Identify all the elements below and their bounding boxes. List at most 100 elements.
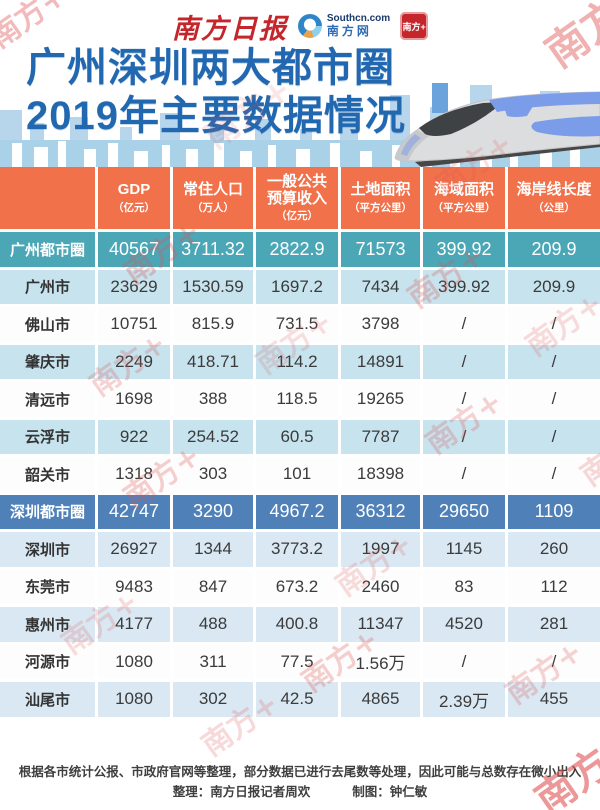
data-cell: / [551, 389, 557, 409]
table-row: 韶关市 1318 303 101 18398// [0, 454, 600, 492]
data-cell: 673.2 [256, 569, 341, 604]
data-cell: 4967.2 [256, 494, 341, 529]
row-name: 东莞市 [0, 569, 98, 604]
data-cell: 455 [539, 689, 569, 709]
header-label: 常住人口 [182, 181, 243, 199]
table-header-row: GDP （亿元） 常住人口 （万人） 一般公共预算收入 （亿元） 土地面积 （平… [0, 167, 600, 229]
header-unit: （平方公里） [349, 201, 412, 214]
data-cell: / [551, 651, 557, 671]
header-label: 海岸线长度 [516, 181, 592, 199]
table-row: 深圳市 26927 1344 3773.2 1997 1145 260 [0, 529, 600, 567]
data-cell: 3798 [341, 307, 423, 342]
data-cell: / [423, 382, 508, 417]
data-cell: 1344 [173, 532, 256, 567]
nanfang-plus-badge: 南方+ [400, 12, 429, 40]
credit-designer: 制图：钟仁敏 [352, 784, 428, 799]
data-cell: 3290 [173, 494, 256, 529]
data-cell: 9483 [98, 569, 173, 604]
header-cell-empty [0, 167, 98, 229]
data-cell: 731.5 [256, 307, 341, 342]
data-cell: 118.5 [256, 382, 341, 417]
row-name: 肇庆市 [0, 344, 98, 379]
header-cell-population: 常住人口 （万人） [173, 167, 256, 229]
globe-icon [297, 14, 322, 38]
header-label: 一般公共预算收入 [266, 172, 327, 207]
data-cell: 4520 [423, 607, 508, 642]
southcn-url: Southcn.com [326, 13, 391, 25]
data-cell: 14891 [341, 344, 423, 379]
data-cell: 36312 [341, 494, 423, 529]
data-cell: 209.9 [531, 238, 577, 259]
data-cell: 1145 [423, 532, 508, 567]
southcn-logo: Southcn.com 南方网 [297, 13, 391, 38]
header-unit: （平方公里） [432, 201, 496, 214]
data-cell: 101 [256, 457, 341, 492]
data-cell: 1698 [98, 382, 173, 417]
data-cell: 83 [423, 569, 508, 604]
data-cell: 112 [540, 576, 568, 596]
masthead: 南方日报 Southcn.com 南方网 南方+ [0, 6, 600, 46]
header-cell-land-area: 土地面积 （平方公里） [341, 167, 423, 229]
data-cell: 254.52 [173, 419, 256, 454]
data-cell: 1530.59 [173, 269, 256, 304]
header-unit: （亿元） [113, 201, 155, 214]
data-cell: 71573 [341, 232, 423, 267]
header-cell-gdp: GDP （亿元） [98, 167, 173, 229]
data-cell: 42.5 [256, 682, 341, 717]
data-cell: 399.92 [423, 232, 508, 267]
title-line-1: 广州深圳两大都市圈 [26, 46, 395, 90]
data-cell: 7787 [341, 419, 423, 454]
header-label: 海域面积 [433, 181, 494, 199]
data-cell: 418.71 [173, 344, 256, 379]
header-cell-coastline: 海岸线长度 （公里） [508, 167, 600, 229]
data-cell: 281 [539, 614, 569, 634]
table-row: 惠州市 4177 488 400.8 11347 4520 281 [0, 604, 600, 642]
train-illustration [394, 91, 600, 167]
data-cell: / [423, 344, 508, 379]
data-cell: 1697.2 [256, 269, 341, 304]
table-row: 汕尾市 1080 302 42.5 4865 2.39万 455 [0, 679, 600, 717]
source-note: 根据各市统计公报、市政府官网等整理，部分数据已进行去尾数等处理，因此可能与总数存… [18, 765, 582, 779]
data-cell: 18398 [341, 457, 423, 492]
row-name: 广州市 [0, 269, 98, 304]
header-unit: （亿元） [276, 210, 318, 223]
table-row: 云浮市 922 254.52 60.5 7787// [0, 416, 600, 454]
row-name: 惠州市 [0, 607, 98, 642]
header-unit: （公里） [533, 201, 575, 214]
credits: 整理：南方日报记者周欢 制图：钟仁敏 [0, 782, 600, 802]
row-name: 河源市 [0, 644, 98, 679]
data-cell: / [551, 426, 557, 446]
data-cell: 209.9 [532, 276, 576, 296]
data-cell: 400.8 [256, 607, 341, 642]
data-cell: 815.9 [173, 307, 256, 342]
data-cell: 7434 [341, 269, 423, 304]
data-cell: / [551, 314, 557, 334]
data-cell: 2.39万 [423, 682, 508, 717]
table-row: 东莞市 9483 847 673.2 2460 83 112 [0, 566, 600, 604]
southern-daily-logo: 南方日报 [171, 13, 288, 45]
row-name: 韶关市 [0, 457, 98, 492]
data-cell: 260 [539, 539, 569, 559]
data-table: GDP （亿元） 常住人口 （万人） 一般公共预算收入 （亿元） 土地面积 （平… [0, 167, 600, 717]
data-cell: 23629 [98, 269, 173, 304]
data-cell: 3711.32 [173, 232, 256, 267]
data-cell: 2460 [341, 569, 423, 604]
data-cell: 1080 [98, 644, 173, 679]
data-cell: 1.56万 [341, 644, 423, 679]
title-line-2: 2019年主要数据情况 [26, 94, 406, 138]
data-cell: 302 [173, 682, 256, 717]
table-row: 肇庆市 2249 418.71 114.2 14891// [0, 341, 600, 379]
table-row: 深圳都市圈 42747 3290 4967.2 36312 29650 1109 [0, 491, 600, 529]
page-title: 广州深圳两大都市圈 2019年主要数据情况 [26, 44, 406, 140]
data-cell: 2822.9 [256, 232, 341, 267]
table-row: 河源市 1080 311 77.5 1.56万 / / [0, 641, 600, 679]
data-cell: 11347 [341, 607, 423, 642]
table-row: 广州都市圈 40567 3711.32 2822.9 71573 399.92 209.9 [0, 229, 600, 267]
row-name: 云浮市 [0, 419, 98, 454]
data-cell: 4177 [98, 607, 173, 642]
header-label: 土地面积 [350, 181, 411, 199]
table-row: 清远市 1698 388 118.5 19265// [0, 379, 600, 417]
data-cell: 60.5 [256, 419, 341, 454]
data-cell: 488 [173, 607, 256, 642]
